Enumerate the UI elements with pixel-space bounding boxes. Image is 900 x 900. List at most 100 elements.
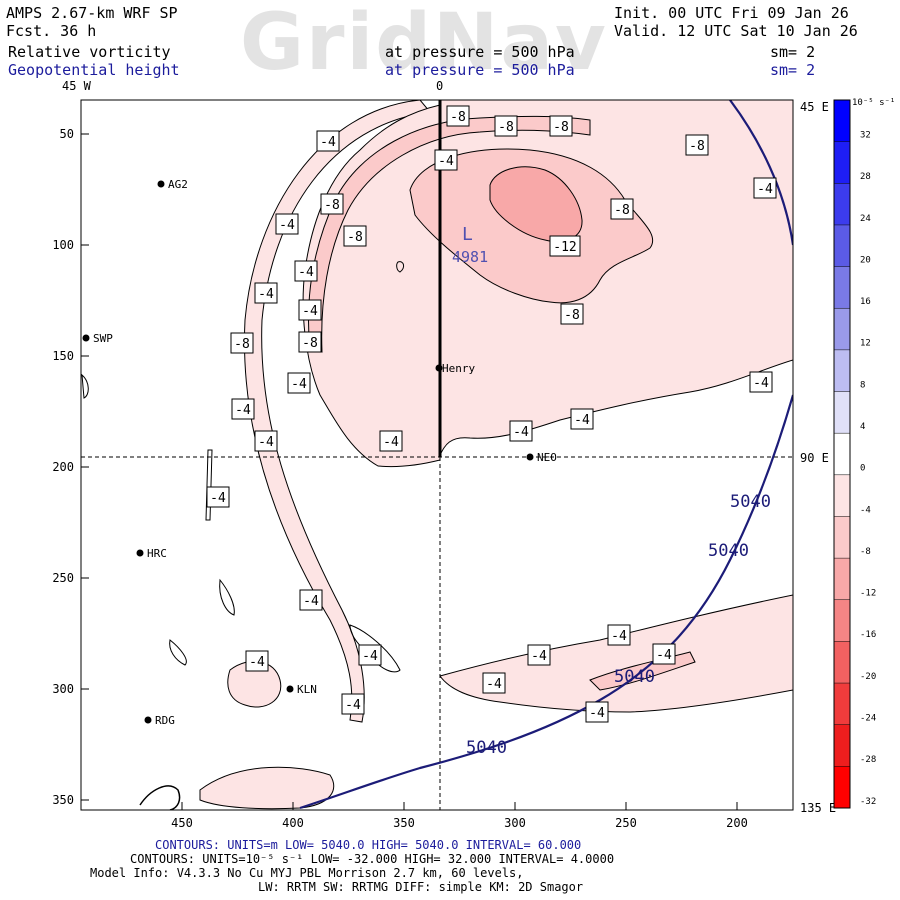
vorticity-label: -8 xyxy=(614,203,630,218)
vorticity-label-box xyxy=(320,193,344,215)
vorticity-label-box xyxy=(316,130,340,152)
station-label-hrc: HRC xyxy=(147,547,167,560)
colorbar-tick-label: 0 xyxy=(860,464,865,474)
colorbar-swatch xyxy=(834,683,850,725)
vorticity-label: -4 xyxy=(589,706,605,721)
footer-physics-info: LW: RRTM SW: RRTMG DIFF: simple KM: 2D S… xyxy=(258,880,584,894)
footer-model-info: Model Info: V4.3.3 No Cu MYJ PBL Morriso… xyxy=(90,866,524,880)
vorticity-label: -4 xyxy=(362,649,378,664)
station-label-henry: Henry xyxy=(442,362,475,375)
vorticity-label: -4 xyxy=(438,154,454,169)
station-label-neo: NEO xyxy=(537,451,557,464)
colorbar-tick-label: -16 xyxy=(860,630,876,640)
height-contour-5040-east xyxy=(729,100,793,246)
field2-smooth: sm= 2 xyxy=(770,61,816,79)
vorticity-label-box xyxy=(231,398,255,420)
vorticity-label: -8 xyxy=(234,337,250,352)
station-label-kln: KLN xyxy=(297,683,317,696)
y-axis: 50 100 150 200 250 300 350 xyxy=(52,127,89,807)
vorticity-label-box xyxy=(549,235,581,257)
vorticity-label: -4 xyxy=(258,287,274,302)
vorticity-label-box xyxy=(343,225,367,247)
colorbar-swatch xyxy=(834,183,850,225)
vorticity-label: -4 xyxy=(513,425,529,440)
vorticity-label: -8 xyxy=(450,110,466,125)
vorticity-label: -8 xyxy=(347,230,363,245)
y-tick-label: 50 xyxy=(60,127,74,141)
vorticity-label-box xyxy=(607,624,631,646)
vorticity-label-box xyxy=(549,115,573,137)
vorticity-label-box xyxy=(379,430,403,452)
colorbar-swatch xyxy=(834,391,850,434)
colorbar-tick-label: -24 xyxy=(860,714,876,724)
vorticity-label-box xyxy=(275,213,299,235)
station-marker-rdg xyxy=(144,716,152,724)
forecast-hour: Fcst. 36 h xyxy=(6,22,97,40)
y-tick-label: 350 xyxy=(52,793,74,807)
station-label-ag2: AG2 xyxy=(168,178,188,191)
station-marker-hrc xyxy=(136,549,144,557)
colorbar-units: 10⁻⁵ s⁻¹ xyxy=(852,98,895,108)
x-tick-label: 200 xyxy=(726,816,748,830)
colorbar-swatch xyxy=(834,308,850,350)
field2-level: at pressure = 500 hPa xyxy=(385,61,575,79)
colorbar-tick-label: -12 xyxy=(860,589,876,599)
vorticity-label-box xyxy=(434,149,458,171)
vorticity-label-box xyxy=(299,589,323,611)
vorticity-feature-coast xyxy=(199,766,335,810)
vorticity-label: -8 xyxy=(302,336,318,351)
colorbar-swatch xyxy=(834,766,850,808)
gridnav-watermark: GridNav xyxy=(240,0,608,88)
colorbar-tick-label: 24 xyxy=(860,214,871,224)
vorticity-label: -4 xyxy=(574,413,590,428)
vorticity-label: -4 xyxy=(320,135,336,150)
colorbar-swatch xyxy=(834,224,850,267)
x-tick-label: 400 xyxy=(282,816,304,830)
vorticity-label-box xyxy=(287,372,311,394)
vorticity-label: -4 xyxy=(611,629,627,644)
vorticity-label: -4 xyxy=(383,435,399,450)
vorticity-label: -4 xyxy=(656,648,672,663)
lon-label-45w: 45 W xyxy=(62,79,92,93)
vorticity-label: -4 xyxy=(486,677,502,692)
lon-label-135e: 135 E xyxy=(800,801,836,815)
field1-level: at pressure = 500 hPa xyxy=(385,43,575,61)
vorticity-label-box xyxy=(254,282,278,304)
station-label-swp: SWP xyxy=(93,332,113,345)
vorticity-label-box xyxy=(585,701,609,723)
height-label: 5040 xyxy=(614,667,655,687)
vorticity-label: -4 xyxy=(303,594,319,609)
colorbar-tick-label: 4 xyxy=(860,422,865,432)
colorbar-tick-label: -32 xyxy=(860,797,876,807)
vorticity-label-box xyxy=(294,260,318,282)
vorticity-label-box xyxy=(341,693,365,715)
y-tick-label: 250 xyxy=(52,571,74,585)
vorticity-label: -4 xyxy=(210,491,226,506)
low-symbol: L xyxy=(462,224,473,245)
vorticity-feature-f xyxy=(396,261,405,273)
colorbar-tick-label: 32 xyxy=(860,130,871,140)
vorticity-feature-d xyxy=(205,449,213,521)
vorticity-label-box xyxy=(230,332,254,354)
x-tick-label: 450 xyxy=(171,816,193,830)
station-label-rdg: RDG xyxy=(155,714,175,727)
vorticity-label: -8 xyxy=(498,120,514,135)
height-label: 5040 xyxy=(466,738,507,758)
low-value: 4981 xyxy=(452,248,488,266)
vorticity-label: -4 xyxy=(753,376,769,391)
colorbar-tick-label: -28 xyxy=(860,755,876,765)
vorticity-label-box xyxy=(749,371,773,393)
footer-height-contours: CONTOURS: UNITS=m LOW= 5040.0 HIGH= 5040… xyxy=(155,838,582,852)
colorbar-tick-label: 16 xyxy=(860,297,871,307)
y-tick-label: 200 xyxy=(52,460,74,474)
colorbar-tick-label: 8 xyxy=(860,380,865,390)
footer-vorticity-contours: CONTOURS: UNITS=10⁻⁵ s⁻¹ LOW= -32.000 HI… xyxy=(130,852,615,866)
x-tick-label: 350 xyxy=(393,816,415,830)
vorticity-label: -4 xyxy=(279,218,295,233)
vorticity-label: -8 xyxy=(324,198,340,213)
colorbar-frame xyxy=(833,99,851,809)
vorticity-label-box xyxy=(652,643,676,665)
vorticity-label: -8 xyxy=(553,120,569,135)
height-labels: 5040 5040 5040 5040 xyxy=(466,492,771,758)
